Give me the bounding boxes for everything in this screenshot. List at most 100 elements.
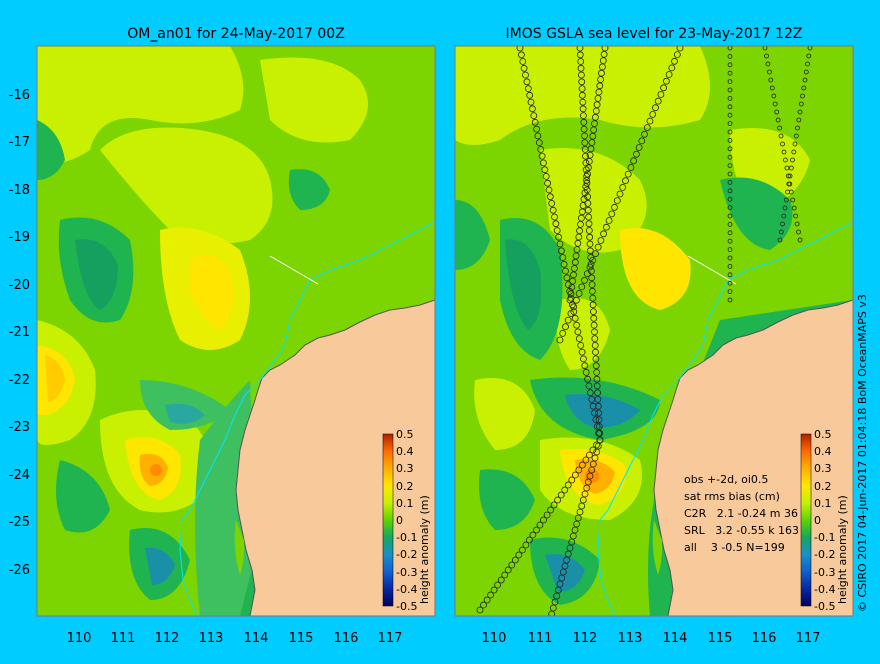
track-marker [803, 69, 809, 75]
track-marker [518, 51, 525, 59]
track-marker [575, 290, 583, 297]
track-marker [588, 274, 596, 282]
track-marker [630, 157, 637, 165]
track-marker [727, 112, 733, 118]
track-marker [559, 329, 567, 337]
longitude-axis-right: 110 111 112 113 114 115 116 117 [482, 631, 821, 646]
track-marker [599, 63, 606, 71]
track-marker [529, 531, 537, 539]
track-marker [790, 157, 795, 163]
track-marker [727, 289, 733, 295]
track-marker [772, 101, 778, 107]
track-marker [561, 562, 569, 570]
track-marker [555, 233, 562, 241]
colorbar-tick: 0.5 [814, 428, 832, 441]
lon-tick-label: 113 [199, 631, 224, 646]
track-marker [727, 46, 733, 51]
track-marker [556, 240, 564, 248]
track-marker [580, 112, 587, 119]
track-marker [564, 316, 572, 324]
track-marker [524, 85, 532, 92]
colorbar-tick: 0.2 [814, 480, 832, 493]
lon-tick-label: 117 [378, 631, 403, 646]
colorbar-tick: 0.1 [814, 497, 832, 510]
lon-tick-label: 111 [111, 631, 136, 646]
track-marker [594, 243, 602, 251]
track-marker [649, 111, 657, 118]
track-marker [605, 217, 613, 224]
track-marker [570, 271, 577, 279]
track-marker [536, 521, 544, 529]
track-marker [778, 229, 784, 235]
track-marker [571, 314, 579, 322]
track-marker [595, 416, 603, 424]
track-marker [727, 121, 733, 126]
track-marker [727, 280, 733, 286]
track-marker [480, 601, 487, 609]
track-marker [531, 118, 539, 126]
track-marker [526, 536, 533, 544]
colorbar-tick: -0.1 [814, 531, 835, 544]
track-marker [791, 205, 797, 211]
track-marker [530, 112, 538, 119]
track-marker [775, 117, 781, 123]
track-marker [591, 341, 599, 349]
track-marker [727, 79, 733, 84]
track-marker [643, 124, 651, 131]
track-marker [781, 213, 787, 219]
track-marker [783, 197, 789, 203]
track-marker [727, 255, 733, 261]
track-marker [727, 297, 733, 303]
track-marker [598, 69, 605, 77]
track-marker [584, 375, 591, 383]
track-marker [579, 98, 587, 106]
track-marker [588, 281, 596, 289]
track-marker [589, 301, 597, 309]
track-marker [597, 237, 605, 244]
track-marker [762, 46, 768, 51]
track-marker [589, 402, 597, 410]
track-marker [777, 237, 783, 243]
track-marker [780, 141, 785, 147]
track-marker [585, 382, 593, 390]
track-marker [657, 91, 665, 98]
track-marker [593, 368, 600, 376]
track-marker [767, 69, 772, 75]
track-marker [552, 220, 560, 228]
stats-line: SRL 3.2 -0.55 k 163 [684, 524, 799, 537]
track-marker [727, 230, 733, 236]
lon-tick-label: 116 [334, 631, 359, 646]
track-marker [638, 137, 646, 145]
track-marker [785, 173, 791, 179]
track-marker [558, 247, 565, 255]
colorbar-tick: -0.1 [396, 531, 417, 544]
track-marker [619, 183, 627, 191]
track-marker [593, 375, 601, 383]
track-marker [727, 196, 733, 202]
lat-tick-label: -20 [9, 278, 30, 293]
track-marker [794, 221, 800, 227]
track-marker [575, 466, 583, 474]
colorbar-tick: 0 [396, 514, 403, 527]
stats-line: C2R 2.1 -0.24 m 36 [684, 507, 798, 520]
track-marker [781, 149, 787, 155]
track-marker [652, 104, 659, 112]
lat-tick-label: -23 [9, 420, 30, 435]
track-marker [800, 93, 805, 99]
track-marker [595, 423, 603, 430]
track-marker [476, 606, 484, 614]
track-marker [543, 511, 551, 519]
track-marker [622, 177, 629, 185]
colorbar-right: 0.5 0.4 0.3 0.2 0.1 0 -0.1 -0.2 -0.3 -0.… [800, 428, 849, 613]
track-marker [576, 508, 584, 516]
track-marker [595, 409, 602, 417]
track-marker [596, 429, 604, 437]
track-marker [581, 132, 588, 140]
track-marker [584, 206, 592, 214]
track-marker [582, 152, 589, 160]
track-marker [795, 125, 800, 131]
colorbar-tick: 0.1 [396, 497, 414, 510]
track-marker [585, 157, 593, 165]
track-marker [515, 551, 523, 559]
track-marker [551, 213, 558, 221]
